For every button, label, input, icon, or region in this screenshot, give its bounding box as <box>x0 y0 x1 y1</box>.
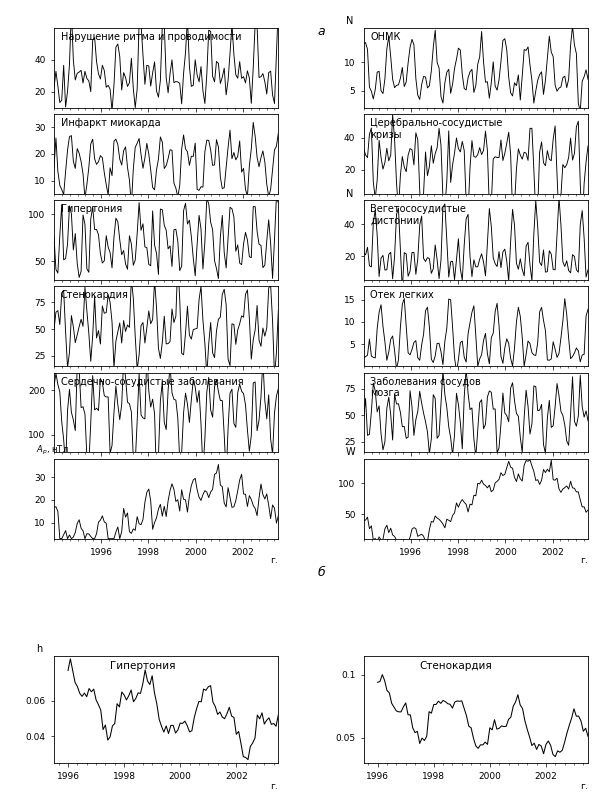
Text: г.: г. <box>271 782 278 792</box>
Text: Отек легких: Отек легких <box>370 290 434 301</box>
Text: W: W <box>346 448 355 457</box>
Text: б: б <box>317 566 325 579</box>
Text: N: N <box>346 188 353 199</box>
Text: а: а <box>317 25 325 38</box>
Text: N: N <box>346 16 353 26</box>
Text: Вегетососудистые
дистонии: Вегетососудистые дистонии <box>370 204 466 226</box>
Text: Сердечно-сосудистые заболевания: Сердечно-сосудистые заболевания <box>61 377 244 386</box>
Text: $A_p$, нТл: $A_p$, нТл <box>36 444 69 457</box>
Text: г.: г. <box>580 782 588 792</box>
Text: г.: г. <box>271 556 278 565</box>
Text: Инфаркт миокарда: Инфаркт миокарда <box>61 118 160 128</box>
Text: Гипертония: Гипертония <box>110 661 176 672</box>
Text: h: h <box>36 644 43 654</box>
Text: г.: г. <box>580 556 588 565</box>
Text: Стенокардия: Стенокардия <box>61 290 128 301</box>
Text: Гипертония: Гипертония <box>61 204 122 214</box>
Text: Заболевания сосудов
мозга: Заболевания сосудов мозга <box>370 377 481 398</box>
Text: Нарушение ритма и проводимости: Нарушение ритма и проводимости <box>61 32 241 42</box>
Text: Стенокардия: Стенокардия <box>420 661 493 672</box>
Text: Церебрально-сосудистые
кризы: Церебрально-сосудистые кризы <box>370 118 503 140</box>
Text: ОНМК: ОНМК <box>370 32 401 42</box>
